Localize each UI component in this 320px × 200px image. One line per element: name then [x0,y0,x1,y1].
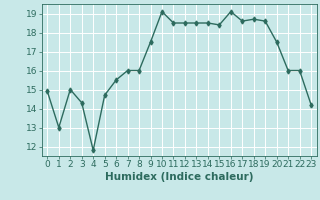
X-axis label: Humidex (Indice chaleur): Humidex (Indice chaleur) [105,172,253,182]
